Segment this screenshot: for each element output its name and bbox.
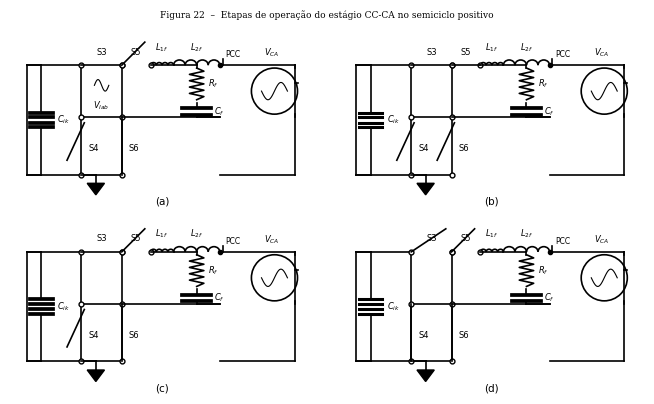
Text: S5: S5	[460, 234, 472, 243]
Text: PCC: PCC	[555, 237, 570, 246]
Text: $L_{2f}$: $L_{2f}$	[190, 41, 203, 54]
Text: $L_{2f}$: $L_{2f}$	[190, 228, 203, 240]
Text: S5: S5	[131, 48, 141, 57]
Text: $V_{lab}$: $V_{lab}$	[94, 100, 110, 112]
Text: S4: S4	[89, 331, 99, 340]
Text: $L_{2f}$: $L_{2f}$	[520, 228, 533, 240]
Text: $R_f$: $R_f$	[208, 264, 219, 277]
Text: $R_f$: $R_f$	[208, 78, 219, 90]
Text: PCC: PCC	[226, 50, 241, 59]
Text: S3: S3	[96, 234, 107, 243]
Text: S4: S4	[419, 331, 429, 340]
Text: $L_{2f}$: $L_{2f}$	[520, 41, 533, 54]
Polygon shape	[87, 370, 105, 381]
Text: S6: S6	[129, 144, 139, 153]
Text: (c): (c)	[155, 383, 169, 393]
Text: PCC: PCC	[555, 50, 570, 59]
Text: (b): (b)	[485, 196, 499, 206]
Text: $R_f$: $R_f$	[538, 264, 549, 277]
Text: $L_{1f}$: $L_{1f}$	[485, 228, 498, 240]
Text: S3: S3	[426, 234, 437, 243]
Polygon shape	[87, 183, 105, 195]
Text: S4: S4	[419, 144, 429, 153]
Text: $V_{CA}$: $V_{CA}$	[264, 47, 279, 59]
Text: $C_{ik}$: $C_{ik}$	[387, 114, 400, 126]
Text: $L_{1f}$: $L_{1f}$	[156, 228, 169, 240]
Text: S6: S6	[458, 144, 470, 153]
Text: $V_{CA}$: $V_{CA}$	[594, 47, 609, 59]
Polygon shape	[417, 370, 434, 381]
Text: $L_{1f}$: $L_{1f}$	[485, 41, 498, 54]
Text: (a): (a)	[155, 196, 169, 206]
Text: S6: S6	[129, 331, 139, 340]
Text: S5: S5	[131, 234, 141, 243]
Text: $C_f$: $C_f$	[543, 105, 555, 118]
Text: (d): (d)	[485, 383, 499, 393]
Text: $C_{ik}$: $C_{ik}$	[57, 114, 70, 126]
Text: S6: S6	[458, 331, 470, 340]
Text: S3: S3	[426, 48, 437, 57]
Text: $C_f$: $C_f$	[543, 292, 555, 304]
Text: S3: S3	[96, 48, 107, 57]
Text: S4: S4	[89, 144, 99, 153]
Polygon shape	[417, 183, 434, 195]
Text: $C_{ik}$: $C_{ik}$	[387, 300, 400, 313]
Text: $C_f$: $C_f$	[214, 105, 224, 118]
Text: $C_f$: $C_f$	[214, 292, 224, 304]
Text: $V_{CA}$: $V_{CA}$	[594, 234, 609, 246]
Text: PCC: PCC	[226, 237, 241, 246]
Text: $V_{CA}$: $V_{CA}$	[264, 234, 279, 246]
Text: $C_{ik}$: $C_{ik}$	[57, 300, 70, 313]
Text: $R_f$: $R_f$	[538, 78, 549, 90]
Text: Figura 22  –  Etapas de operação do estágio CC-CA no semiciclo positivo: Figura 22 – Etapas de operação do estági…	[160, 10, 494, 20]
Text: S5: S5	[460, 48, 472, 57]
Text: $L_{1f}$: $L_{1f}$	[156, 41, 169, 54]
